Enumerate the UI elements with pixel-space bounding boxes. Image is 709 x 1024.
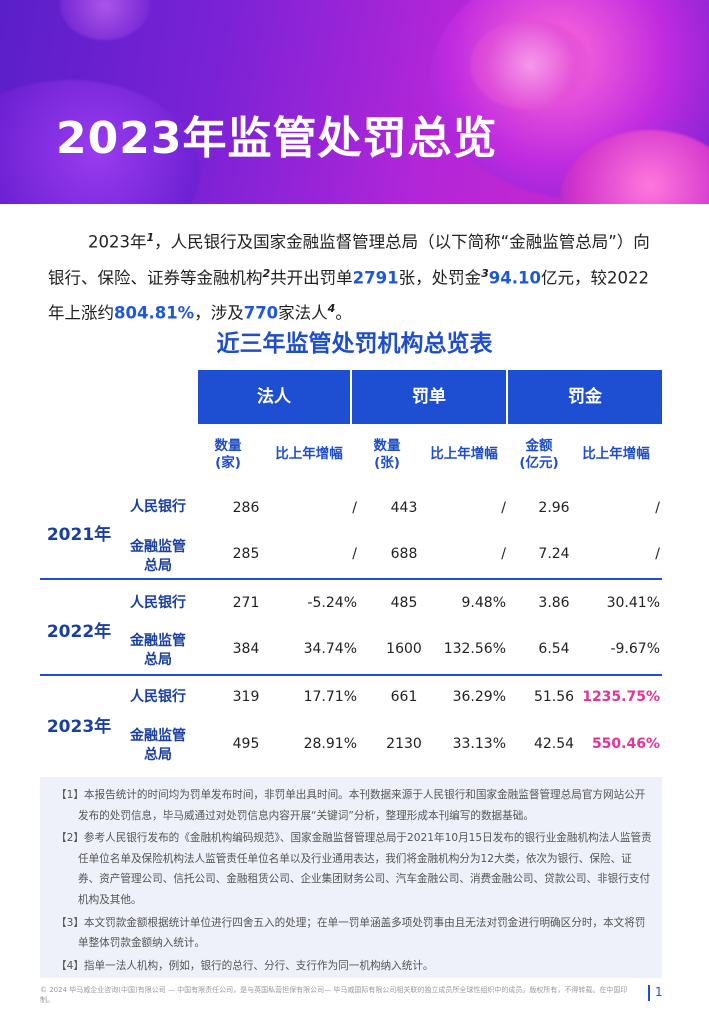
- fine-growth-cell: 30.41%: [606, 595, 660, 611]
- legal-count-cell: 319: [232, 689, 260, 705]
- subheader-legal-count: 数量 (家): [214, 438, 242, 471]
- header-legal: 法人: [198, 370, 350, 424]
- legal-count-cell: 286: [232, 500, 260, 516]
- page-number: 1: [655, 985, 663, 999]
- year-label: 2021年: [46, 525, 112, 545]
- ticket-growth-cell: 36.29%: [452, 689, 506, 705]
- ticket-growth-cell: 9.48%: [461, 595, 506, 611]
- subheader-ticket-count: 数量 (张): [373, 438, 401, 471]
- table-divider: [40, 674, 662, 676]
- institution-label: 金融监管 总局: [130, 633, 186, 668]
- fine-amount-cell: 51.56: [533, 689, 575, 705]
- header-tickets: 罚单: [352, 370, 506, 424]
- fine-growth-cell: -9.67%: [610, 641, 660, 657]
- ticket-growth-cell: 33.13%: [452, 736, 506, 752]
- ticket-count-cell: 2130: [386, 736, 422, 752]
- footnote: 【3】本文罚款金额根据统计单位进行四舍五入的处理；在单一罚单涵盖多项处罚事由且无…: [56, 916, 646, 950]
- ticket-count-cell: 661: [390, 689, 418, 705]
- legal-count-cell: 271: [232, 595, 260, 611]
- legal-growth-cell: 17.71%: [303, 689, 357, 705]
- ticket-count-cell: 443: [390, 500, 418, 516]
- fine-amount-cell: 42.54: [533, 736, 575, 752]
- fine-growth-cell-highlight: 550.46%: [591, 736, 660, 752]
- header-fines: 罚金: [508, 370, 662, 424]
- ticket-growth-cell: 132.56%: [443, 641, 506, 657]
- copyright-footer: © 2024 毕马威企业咨询(中国)有限公司 — 中国有限责任公司，是与英国私营…: [40, 986, 628, 1004]
- footnote: 【4】指单一法人机构，例如，银行的总行、分行、支行作为同一机构纳入统计。: [56, 959, 434, 972]
- legal-count-cell: 495: [232, 736, 260, 752]
- decor-blob: [470, 20, 590, 110]
- ticket-growth-cell: /: [501, 500, 506, 516]
- intro-paragraph: 2023年1，人民银行及国家金融监督管理总局（以下简称“金融监管总局”）向银行、…: [48, 231, 650, 323]
- table-title: 近三年监管处罚机构总览表: [216, 331, 493, 357]
- fine-amount-cell: 3.86: [538, 595, 570, 611]
- ticket-growth-cell: /: [501, 546, 506, 562]
- subheader-ticket-growth: 比上年增幅: [430, 446, 498, 462]
- fine-amount-cell: 2.96: [538, 500, 570, 516]
- fine-amount-cell: 6.54: [538, 641, 570, 657]
- footnote: 【1】本报告统计的时间均为罚单发布时间，非罚单出具时间。本刊数据来源于人民银行和…: [56, 789, 646, 822]
- year-label: 2023年: [46, 717, 112, 737]
- legal-growth-cell: 34.74%: [303, 641, 357, 657]
- page-title: 2023年监管处罚总览: [56, 113, 498, 164]
- legal-count-cell: 285: [232, 546, 260, 562]
- legal-growth-cell: 28.91%: [303, 736, 357, 752]
- fine-growth-cell-highlight: 1235.75%: [582, 689, 660, 705]
- institution-label: 人民银行: [130, 595, 186, 611]
- fine-growth-cell: /: [655, 500, 660, 516]
- fine-amount-cell: 7.24: [538, 546, 570, 562]
- ticket-count-cell: 1600: [386, 641, 422, 657]
- institution-label: 人民银行: [130, 499, 186, 515]
- subheader-fine-amount: 金额 (亿元): [519, 438, 559, 471]
- page-number-bar: [648, 985, 650, 1001]
- institution-label: 人民银行: [130, 689, 186, 705]
- subheader-fine-growth: 比上年增幅: [582, 446, 650, 462]
- subheader-legal-growth: 比上年增幅: [275, 446, 343, 462]
- fine-growth-cell: /: [655, 546, 660, 562]
- legal-count-cell: 384: [232, 641, 260, 657]
- ticket-count-cell: 485: [390, 595, 418, 611]
- year-label: 2022年: [46, 622, 112, 642]
- legal-growth-cell: /: [352, 546, 357, 562]
- institution-label: 金融监管 总局: [130, 539, 186, 574]
- legal-growth-cell: -5.24%: [307, 595, 357, 611]
- footnote: 【2】参考人民银行发布的《金融机构编码规范》、国家金融监督管理总局于2021年1…: [56, 832, 652, 906]
- table-divider: [40, 578, 662, 580]
- institution-label: 金融监管 总局: [130, 728, 186, 763]
- decor-blob: [60, 0, 150, 40]
- footnotes-box: 【1】本报告统计的时间均为罚单发布时间，非罚单出具时间。本刊数据来源于人民银行和…: [40, 777, 662, 978]
- legal-growth-cell: /: [352, 500, 357, 516]
- header-banner: 2023年监管处罚总览: [0, 0, 709, 204]
- ticket-count-cell: 688: [390, 546, 418, 562]
